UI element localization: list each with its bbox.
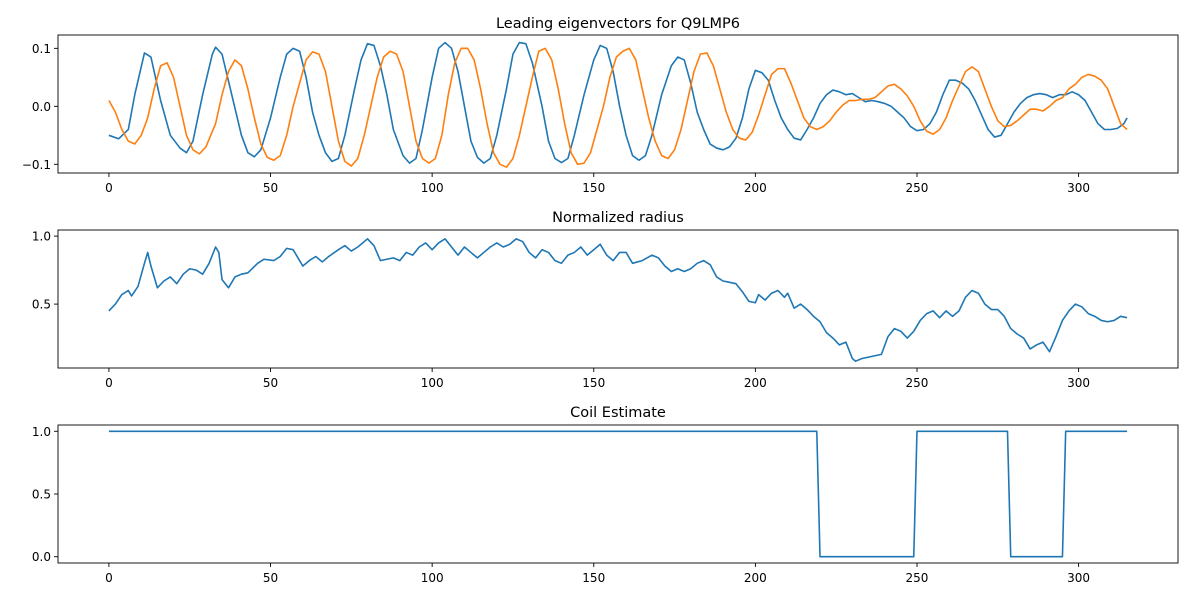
x-tick-label: 100 — [421, 571, 444, 585]
x-tick-label: 250 — [906, 571, 929, 585]
axes-frame — [57, 34, 1179, 174]
x-tick-label: 0 — [105, 181, 113, 195]
y-tick-label: 0.5 — [32, 298, 51, 312]
y-tick-label: 0.0 — [32, 550, 51, 564]
x-tick-label: 100 — [421, 376, 444, 390]
x-tick-label: 0 — [105, 571, 113, 585]
series-line-1 — [108, 430, 1128, 558]
y-tick-label: 0.1 — [32, 42, 51, 56]
x-tick-label: 0 — [105, 376, 113, 390]
x-tick-label: 150 — [582, 376, 605, 390]
subplot-coil-estimate: Coil Estimate 0 50 100 150 200 250 300 0.0 0.5 1.… — [32, 405, 1179, 585]
y-tick-label: 1.0 — [32, 230, 51, 244]
y-tick-label: −0.1 — [22, 158, 51, 172]
subplot-title: Coil Estimate — [570, 405, 666, 421]
subplot-title: Leading eigenvectors for Q9LMP6 — [496, 16, 740, 32]
y-tick-label: 1.0 — [32, 425, 51, 439]
x-tick-label: 150 — [582, 181, 605, 195]
x-tick-label: 300 — [1067, 181, 1090, 195]
series-line-1 — [108, 238, 1128, 362]
subplot-normalized-radius: Normalized radius 0 50 100 150 200 250 300 0.5 1… — [32, 210, 1179, 390]
x-tick-label: 150 — [582, 571, 605, 585]
x-tick-label: 200 — [744, 571, 767, 585]
axes-frame — [57, 229, 1179, 369]
x-tick-label: 250 — [906, 376, 929, 390]
x-tick-label: 250 — [906, 181, 929, 195]
x-tick-label: 50 — [263, 376, 278, 390]
x-tick-label: 50 — [263, 571, 278, 585]
x-tick-label: 300 — [1067, 571, 1090, 585]
x-tick-label: 50 — [263, 181, 278, 195]
x-tick-label: 200 — [744, 181, 767, 195]
x-tick-label: 200 — [744, 376, 767, 390]
subplot-eigenvectors: Leading eigenvectors for Q9LMP6 0 50 100 15… — [22, 16, 1179, 195]
x-tick-label: 100 — [421, 181, 444, 195]
x-tick-label: 300 — [1067, 376, 1090, 390]
subplot-title: Normalized radius — [552, 210, 684, 226]
series-line-2 — [108, 47, 1128, 168]
y-tick-label: 0.5 — [32, 488, 51, 502]
y-tick-label: 0.0 — [32, 100, 51, 114]
